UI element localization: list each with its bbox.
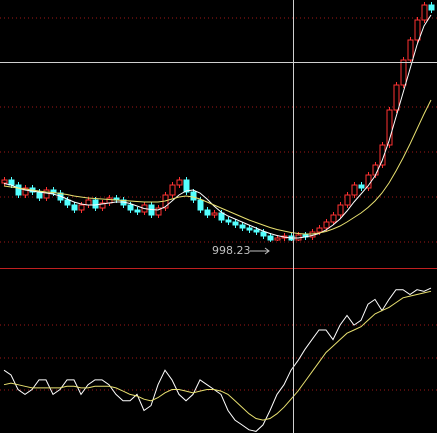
candle-body xyxy=(92,199,99,209)
candle-body xyxy=(316,227,323,233)
candle-body xyxy=(169,184,176,196)
candle-body xyxy=(267,235,274,241)
candle-body xyxy=(379,144,386,166)
line-series xyxy=(3,287,432,432)
candle-body xyxy=(71,204,78,211)
candle-body xyxy=(78,204,85,211)
candle-body xyxy=(64,199,71,206)
candle-body xyxy=(407,39,414,61)
candle-body xyxy=(15,184,22,196)
candle-body xyxy=(176,179,183,186)
line-series xyxy=(3,14,432,239)
candle-body xyxy=(344,194,351,206)
candle-body xyxy=(183,179,190,193)
candle-body xyxy=(134,209,141,213)
candle-body xyxy=(225,219,232,223)
candle-body xyxy=(337,204,344,216)
annotation-arrow xyxy=(250,247,270,255)
candle-body xyxy=(421,4,428,21)
candle-body xyxy=(239,224,246,229)
candle-body xyxy=(190,191,197,201)
candle-body xyxy=(155,207,162,216)
candle-body xyxy=(127,204,134,211)
candle-body xyxy=(323,221,330,229)
candle-body xyxy=(330,214,337,223)
candle-body xyxy=(253,229,260,233)
candle-body xyxy=(99,202,106,209)
candle-body xyxy=(211,212,218,216)
candle-body xyxy=(428,4,435,11)
low-annotation: 998.23 xyxy=(212,244,251,257)
candle-body xyxy=(43,189,50,199)
candle-body xyxy=(1,179,8,184)
candle-body xyxy=(260,231,267,237)
candle-body xyxy=(197,199,204,211)
candle-body xyxy=(22,187,29,196)
candle-body xyxy=(204,209,211,216)
candle-body xyxy=(232,221,239,226)
candle-body xyxy=(36,191,43,199)
candle-body xyxy=(218,212,225,221)
candle-body xyxy=(386,109,393,146)
candle-body xyxy=(274,237,281,241)
grid xyxy=(0,17,437,391)
candle-body xyxy=(246,227,253,231)
line-series xyxy=(3,99,432,235)
candle-body xyxy=(85,199,92,206)
line-series xyxy=(3,290,432,421)
candle-body xyxy=(393,84,400,111)
candle-body xyxy=(358,184,365,189)
candle-body xyxy=(400,59,407,86)
candle-body xyxy=(351,184,358,196)
candle-body xyxy=(414,19,421,41)
